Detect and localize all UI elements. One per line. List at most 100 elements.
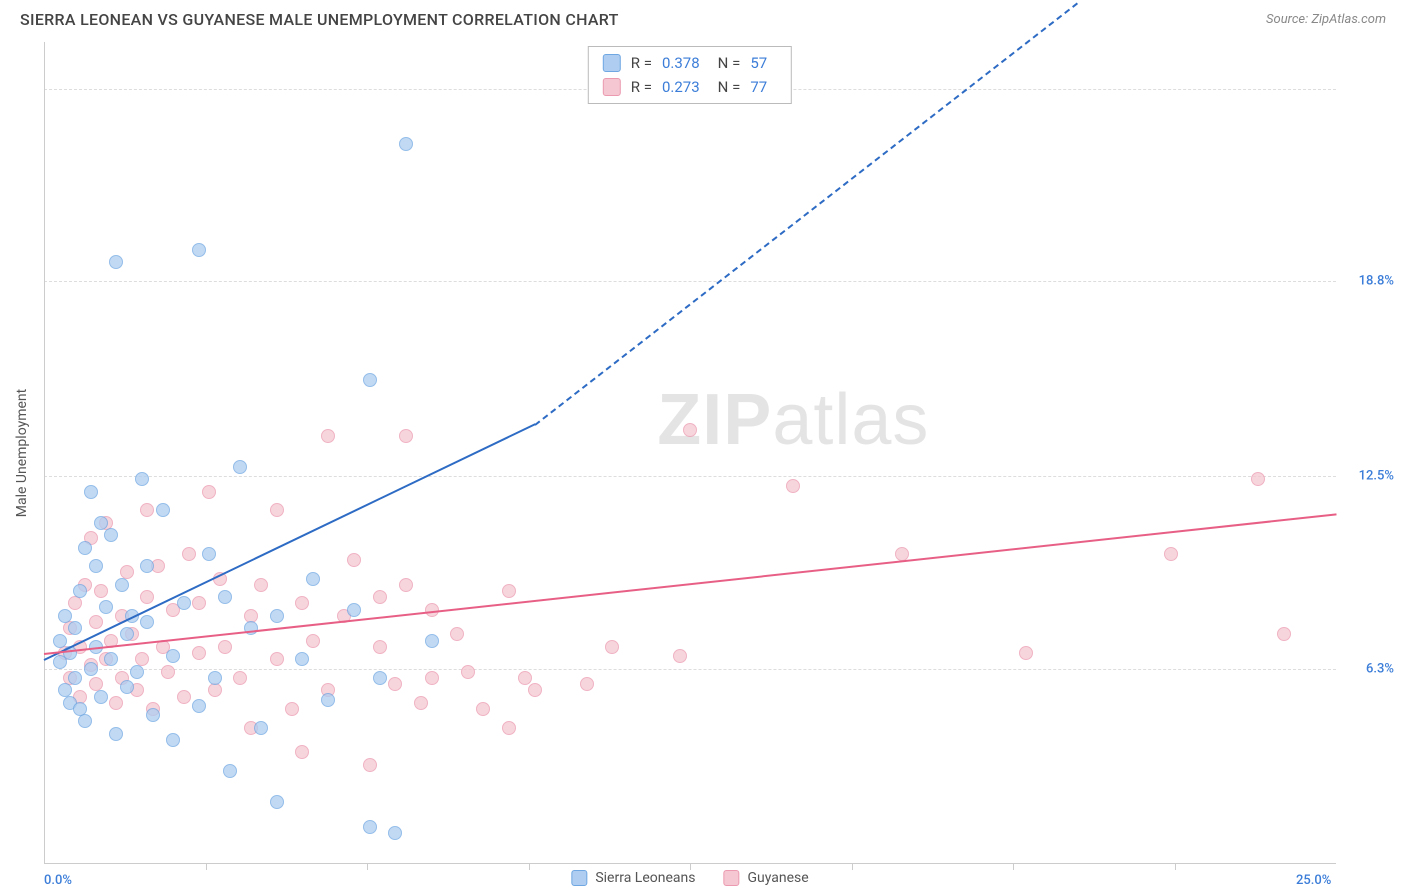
- x-tick: [852, 864, 853, 870]
- gridline: [44, 669, 1336, 670]
- scatter-point-sierra_leoneans: [94, 516, 108, 530]
- scatter-point-sierra_leoneans: [140, 615, 154, 629]
- x-tick: [1013, 864, 1014, 870]
- scatter-point-sierra_leoneans: [166, 733, 180, 747]
- scatter-point-guyanese: [786, 479, 800, 493]
- scatter-point-guyanese: [295, 596, 309, 610]
- scatter-point-guyanese: [89, 615, 103, 629]
- scatter-point-sierra_leoneans: [135, 472, 149, 486]
- x-tick-label: 0.0%: [44, 873, 72, 888]
- scatter-point-guyanese: [1251, 472, 1265, 486]
- stats-legend: R =0.378N =57R = 0.273 N = 77: [588, 46, 792, 104]
- scatter-point-sierra_leoneans: [192, 699, 206, 713]
- scatter-point-sierra_leoneans: [73, 584, 87, 598]
- scatter-point-guyanese: [1019, 646, 1033, 660]
- scatter-point-guyanese: [68, 596, 82, 610]
- scatter-point-sierra_leoneans: [89, 559, 103, 573]
- scatter-point-guyanese: [218, 640, 232, 654]
- scatter-point-sierra_leoneans: [104, 528, 118, 542]
- scatter-point-guyanese: [295, 745, 309, 759]
- scatter-point-sierra_leoneans: [306, 572, 320, 586]
- legend-label: Sierra Leoneans: [595, 870, 695, 886]
- scatter-point-guyanese: [502, 721, 516, 735]
- bottom-legend: Sierra Leoneans Guyanese: [571, 870, 808, 886]
- scatter-point-guyanese: [605, 640, 619, 654]
- scatter-point-sierra_leoneans: [104, 652, 118, 666]
- scatter-point-guyanese: [373, 640, 387, 654]
- scatter-point-sierra_leoneans: [208, 671, 222, 685]
- scatter-point-guyanese: [347, 553, 361, 567]
- scatter-point-guyanese: [1277, 627, 1291, 641]
- scatter-point-guyanese: [414, 696, 428, 710]
- stat-r-label: R =: [631, 75, 652, 99]
- scatter-point-sierra_leoneans: [218, 590, 232, 604]
- scatter-point-guyanese: [321, 429, 335, 443]
- y-axis-label: Male Unemployment: [14, 389, 30, 517]
- scatter-point-guyanese: [177, 690, 191, 704]
- scatter-point-sierra_leoneans: [363, 820, 377, 834]
- scatter-point-sierra_leoneans: [53, 634, 67, 648]
- legend-swatch: [603, 54, 621, 72]
- scatter-point-sierra_leoneans: [270, 795, 284, 809]
- legend-swatch: [571, 870, 587, 886]
- scatter-point-guyanese: [285, 702, 299, 716]
- scatter-point-sierra_leoneans: [94, 690, 108, 704]
- scatter-point-sierra_leoneans: [373, 671, 387, 685]
- chart-source: Source: ZipAtlas.com: [1266, 12, 1386, 27]
- scatter-point-guyanese: [388, 677, 402, 691]
- stats-row: R =0.378N =57: [603, 51, 777, 75]
- scatter-point-sierra_leoneans: [295, 652, 309, 666]
- scatter-point-guyanese: [140, 590, 154, 604]
- scatter-point-sierra_leoneans: [140, 559, 154, 573]
- scatter-point-guyanese: [208, 683, 222, 697]
- scatter-point-sierra_leoneans: [68, 671, 82, 685]
- scatter-point-sierra_leoneans: [388, 826, 402, 840]
- plot-region: ZIPatlas 6.3%12.5%18.8%0.0%25.0%R =0.378…: [44, 42, 1336, 864]
- scatter-point-guyanese: [161, 665, 175, 679]
- stat-n-label: N =: [718, 51, 741, 75]
- scatter-point-guyanese: [373, 590, 387, 604]
- y-axis-line: [44, 42, 45, 864]
- stats-row: R = 0.273 N = 77: [603, 75, 777, 99]
- scatter-point-sierra_leoneans: [120, 680, 134, 694]
- legend-swatch: [723, 870, 739, 886]
- scatter-point-guyanese: [476, 702, 490, 716]
- scatter-point-sierra_leoneans: [78, 714, 92, 728]
- chart-header: SIERRA LEONEAN VS GUYANESE MALE UNEMPLOY…: [0, 0, 1406, 35]
- trend-line: [44, 513, 1336, 655]
- scatter-point-sierra_leoneans: [109, 255, 123, 269]
- scatter-point-guyanese: [399, 578, 413, 592]
- scatter-point-guyanese: [270, 503, 284, 517]
- scatter-point-sierra_leoneans: [120, 627, 134, 641]
- scatter-point-sierra_leoneans: [202, 547, 216, 561]
- scatter-point-sierra_leoneans: [84, 662, 98, 676]
- scatter-point-sierra_leoneans: [321, 693, 335, 707]
- scatter-point-sierra_leoneans: [270, 609, 284, 623]
- scatter-point-sierra_leoneans: [115, 578, 129, 592]
- scatter-point-sierra_leoneans: [146, 708, 160, 722]
- legend-item: Guyanese: [723, 870, 808, 886]
- x-tick: [529, 864, 530, 870]
- scatter-point-guyanese: [502, 584, 516, 598]
- scatter-point-sierra_leoneans: [166, 649, 180, 663]
- scatter-point-guyanese: [518, 671, 532, 685]
- scatter-point-guyanese: [192, 646, 206, 660]
- gridline: [44, 476, 1336, 477]
- scatter-point-guyanese: [254, 578, 268, 592]
- stat-r-value: 0.273: [662, 75, 700, 99]
- watermark: ZIPatlas: [657, 379, 929, 461]
- stat-n-label: N =: [718, 75, 741, 99]
- scatter-point-sierra_leoneans: [84, 485, 98, 499]
- scatter-point-guyanese: [306, 634, 320, 648]
- scatter-point-sierra_leoneans: [192, 243, 206, 257]
- scatter-point-guyanese: [192, 596, 206, 610]
- legend-swatch: [603, 78, 621, 96]
- legend-label: Guyanese: [747, 870, 808, 886]
- chart-area: Male Unemployment ZIPatlas 6.3%12.5%18.8…: [44, 42, 1336, 864]
- scatter-point-sierra_leoneans: [109, 727, 123, 741]
- stat-n-value: 77: [750, 75, 767, 99]
- y-tick-label: 18.8%: [1359, 273, 1394, 288]
- scatter-point-sierra_leoneans: [130, 665, 144, 679]
- x-tick: [206, 864, 207, 870]
- scatter-point-sierra_leoneans: [68, 621, 82, 635]
